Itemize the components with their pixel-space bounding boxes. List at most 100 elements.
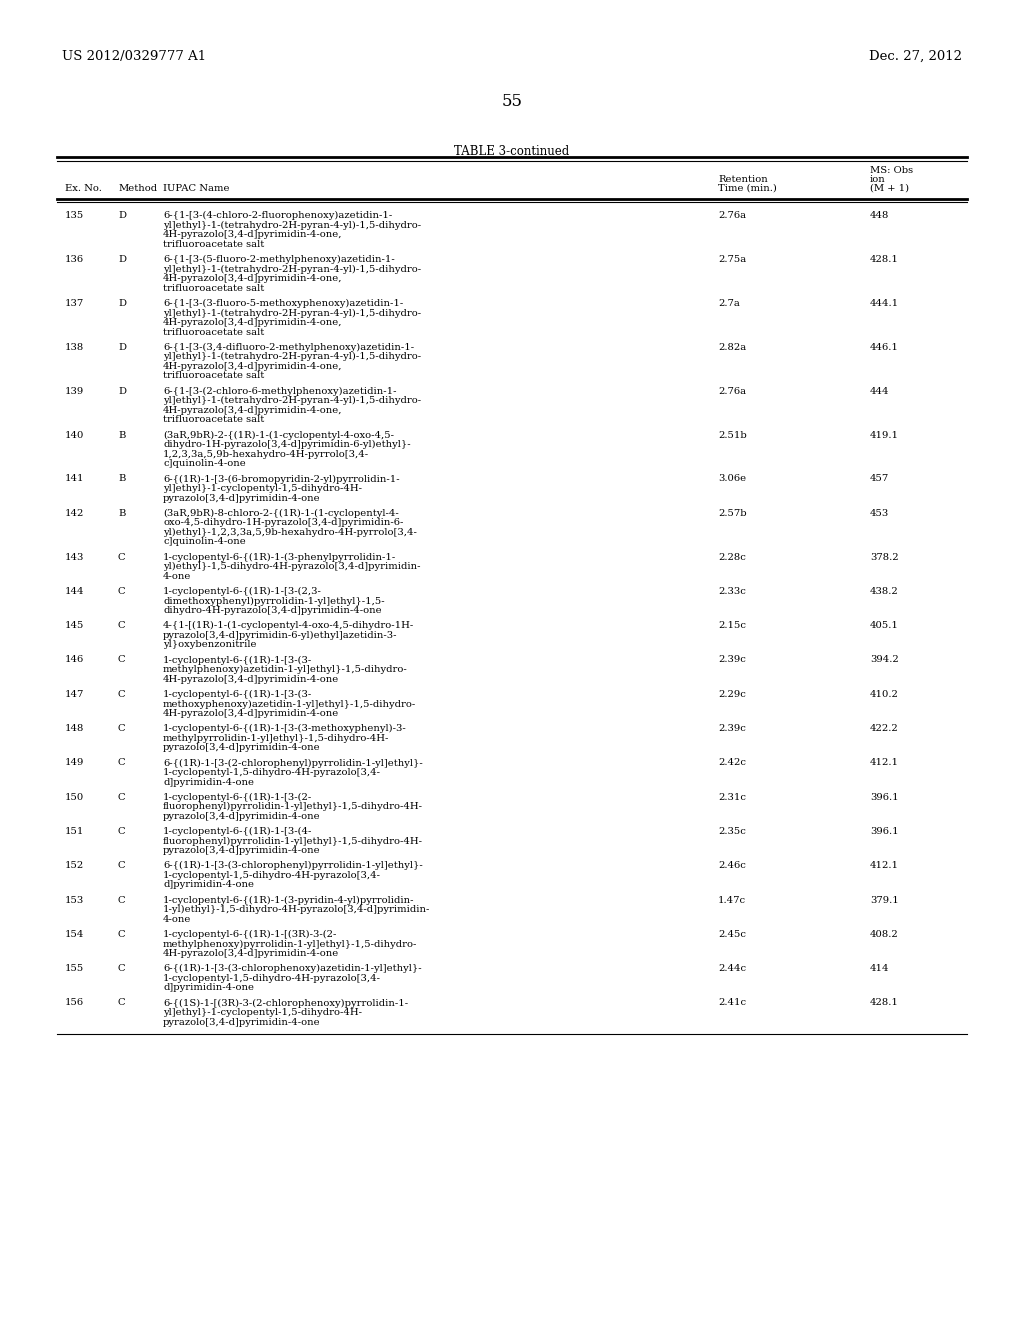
Text: yl)ethyl}-1,2,3,3a,5,9b-hexahydro-4H-pyrrolo[3,4-: yl)ethyl}-1,2,3,3a,5,9b-hexahydro-4H-pyr…	[163, 528, 417, 537]
Text: 138: 138	[65, 343, 84, 351]
Text: pyrazolo[3,4-d]pyrimidin-4-one: pyrazolo[3,4-d]pyrimidin-4-one	[163, 743, 321, 752]
Text: 2.41c: 2.41c	[718, 998, 746, 1007]
Text: fluorophenyl)pyrrolidin-1-yl]ethyl}-1,5-dihydro-4H-: fluorophenyl)pyrrolidin-1-yl]ethyl}-1,5-…	[163, 803, 423, 812]
Text: 408.2: 408.2	[870, 929, 899, 939]
Text: 139: 139	[65, 387, 84, 396]
Text: D: D	[118, 387, 126, 396]
Text: (3aR,9bR)-8-chloro-2-{(1R)-1-(1-cyclopentyl-4-: (3aR,9bR)-8-chloro-2-{(1R)-1-(1-cyclopen…	[163, 508, 398, 517]
Text: fluorophenyl)pyrrolidin-1-yl]ethyl}-1,5-dihydro-4H-: fluorophenyl)pyrrolidin-1-yl]ethyl}-1,5-…	[163, 837, 423, 846]
Text: 457: 457	[870, 474, 889, 483]
Text: 453: 453	[870, 508, 889, 517]
Text: yl]ethyl}-1-cyclopentyl-1,5-dihydro-4H-: yl]ethyl}-1-cyclopentyl-1,5-dihydro-4H-	[163, 484, 362, 492]
Text: 444: 444	[870, 387, 890, 396]
Text: C: C	[118, 895, 126, 904]
Text: 444.1: 444.1	[870, 298, 899, 308]
Text: 422.2: 422.2	[870, 725, 899, 733]
Text: 6-{1-[3-(3,4-difluoro-2-methylphenoxy)azetidin-1-: 6-{1-[3-(3,4-difluoro-2-methylphenoxy)az…	[163, 343, 414, 352]
Text: TABLE 3-continued: TABLE 3-continued	[455, 145, 569, 158]
Text: 152: 152	[65, 861, 84, 870]
Text: 135: 135	[65, 211, 84, 220]
Text: B: B	[118, 508, 125, 517]
Text: 148: 148	[65, 725, 84, 733]
Text: pyrazolo[3,4-d]pyrimidin-4-one: pyrazolo[3,4-d]pyrimidin-4-one	[163, 1018, 321, 1027]
Text: 2.28c: 2.28c	[718, 553, 745, 561]
Text: yl]ethyl}-1-cyclopentyl-1,5-dihydro-4H-: yl]ethyl}-1-cyclopentyl-1,5-dihydro-4H-	[163, 1008, 362, 1018]
Text: 1-yl)ethyl}-1,5-dihydro-4H-pyrazolo[3,4-d]pyrimidin-: 1-yl)ethyl}-1,5-dihydro-4H-pyrazolo[3,4-…	[163, 906, 430, 915]
Text: 145: 145	[65, 622, 84, 630]
Text: 55: 55	[502, 92, 522, 110]
Text: 410.2: 410.2	[870, 690, 899, 698]
Text: B: B	[118, 430, 125, 440]
Text: 154: 154	[65, 929, 84, 939]
Text: 448: 448	[870, 211, 890, 220]
Text: 149: 149	[65, 759, 84, 767]
Text: Retention: Retention	[718, 176, 768, 183]
Text: 1-cyclopentyl-6-{(1R)-1-[3-(2,3-: 1-cyclopentyl-6-{(1R)-1-[3-(2,3-	[163, 587, 322, 597]
Text: C: C	[118, 793, 126, 801]
Text: 6-{1-[3-(5-fluoro-2-methylphenoxy)azetidin-1-: 6-{1-[3-(5-fluoro-2-methylphenoxy)azetid…	[163, 255, 394, 264]
Text: dihydro-1H-pyrazolo[3,4-d]pyrimidin-6-yl)ethyl}-: dihydro-1H-pyrazolo[3,4-d]pyrimidin-6-yl…	[163, 440, 411, 449]
Text: trifluoroacetate salt: trifluoroacetate salt	[163, 327, 264, 337]
Text: 428.1: 428.1	[870, 255, 899, 264]
Text: oxo-4,5-dihydro-1H-pyrazolo[3,4-d]pyrimidin-6-: oxo-4,5-dihydro-1H-pyrazolo[3,4-d]pyrimi…	[163, 519, 403, 527]
Text: D: D	[118, 298, 126, 308]
Text: 2.39c: 2.39c	[718, 725, 745, 733]
Text: 1,2,3,3a,5,9b-hexahydro-4H-pyrrolo[3,4-: 1,2,3,3a,5,9b-hexahydro-4H-pyrrolo[3,4-	[163, 450, 369, 458]
Text: 405.1: 405.1	[870, 622, 899, 630]
Text: C: C	[118, 759, 126, 767]
Text: 378.2: 378.2	[870, 553, 899, 561]
Text: yl]ethyl}-1-(tetrahydro-2H-pyran-4-yl)-1,5-dihydro-: yl]ethyl}-1-(tetrahydro-2H-pyran-4-yl)-1…	[163, 352, 421, 362]
Text: 1-cyclopentyl-6-{(1R)-1-[3-(3-: 1-cyclopentyl-6-{(1R)-1-[3-(3-	[163, 656, 312, 665]
Text: Time (min.): Time (min.)	[718, 183, 777, 193]
Text: 1-cyclopentyl-6-{(1R)-1-[3-(2-: 1-cyclopentyl-6-{(1R)-1-[3-(2-	[163, 793, 312, 801]
Text: IUPAC Name: IUPAC Name	[163, 183, 229, 193]
Text: 2.31c: 2.31c	[718, 793, 746, 801]
Text: 6-{(1R)-1-[3-(6-bromopyridin-2-yl)pyrrolidin-1-: 6-{(1R)-1-[3-(6-bromopyridin-2-yl)pyrrol…	[163, 474, 399, 483]
Text: yl}oxybenzonitrile: yl}oxybenzonitrile	[163, 640, 256, 649]
Text: pyrazolo[3,4-d]pyrimidin-4-one: pyrazolo[3,4-d]pyrimidin-4-one	[163, 846, 321, 855]
Text: 3.06e: 3.06e	[718, 474, 746, 483]
Text: 412.1: 412.1	[870, 759, 899, 767]
Text: 140: 140	[65, 430, 84, 440]
Text: 414: 414	[870, 964, 890, 973]
Text: 2.51b: 2.51b	[718, 430, 746, 440]
Text: 144: 144	[65, 587, 85, 595]
Text: methylphenoxy)azetidin-1-yl]ethyl}-1,5-dihydro-: methylphenoxy)azetidin-1-yl]ethyl}-1,5-d…	[163, 665, 408, 675]
Text: 396.1: 396.1	[870, 828, 899, 836]
Text: methoxyphenoxy)azetidin-1-yl]ethyl}-1,5-dihydro-: methoxyphenoxy)azetidin-1-yl]ethyl}-1,5-…	[163, 700, 416, 709]
Text: 6-{(1R)-1-[3-(3-chlorophenyl)pyrrolidin-1-yl]ethyl}-: 6-{(1R)-1-[3-(3-chlorophenyl)pyrrolidin-…	[163, 861, 423, 870]
Text: 1-cyclopentyl-6-{(1R)-1-[3-(3-methoxyphenyl)-3-: 1-cyclopentyl-6-{(1R)-1-[3-(3-methoxyphe…	[163, 725, 407, 733]
Text: C: C	[118, 725, 126, 733]
Text: 1-cyclopentyl-6-{(1R)-1-(3-pyridin-4-yl)pyrrolidin-: 1-cyclopentyl-6-{(1R)-1-(3-pyridin-4-yl)…	[163, 895, 415, 904]
Text: 2.15c: 2.15c	[718, 622, 746, 630]
Text: C: C	[118, 690, 126, 698]
Text: trifluoroacetate salt: trifluoroacetate salt	[163, 240, 264, 248]
Text: 1-cyclopentyl-1,5-dihydro-4H-pyrazolo[3,4-: 1-cyclopentyl-1,5-dihydro-4H-pyrazolo[3,…	[163, 871, 381, 880]
Text: 1-cyclopentyl-6-{(1R)-1-(3-phenylpyrrolidin-1-: 1-cyclopentyl-6-{(1R)-1-(3-phenylpyrroli…	[163, 553, 396, 562]
Text: pyrazolo[3,4-d]pyrimidin-4-one: pyrazolo[3,4-d]pyrimidin-4-one	[163, 494, 321, 503]
Text: methylphenoxy)pyrrolidin-1-yl]ethyl}-1,5-dihydro-: methylphenoxy)pyrrolidin-1-yl]ethyl}-1,5…	[163, 940, 418, 949]
Text: ion: ion	[870, 176, 886, 183]
Text: 428.1: 428.1	[870, 998, 899, 1007]
Text: yl)ethyl}-1,5-dihydro-4H-pyrazolo[3,4-d]pyrimidin-: yl)ethyl}-1,5-dihydro-4H-pyrazolo[3,4-d]…	[163, 562, 421, 572]
Text: D: D	[118, 343, 126, 351]
Text: D: D	[118, 211, 126, 220]
Text: 153: 153	[65, 895, 84, 904]
Text: 6-{1-[3-(4-chloro-2-fluorophenoxy)azetidin-1-: 6-{1-[3-(4-chloro-2-fluorophenoxy)azetid…	[163, 211, 392, 220]
Text: 2.33c: 2.33c	[718, 587, 745, 595]
Text: 2.46c: 2.46c	[718, 861, 745, 870]
Text: (3aR,9bR)-2-{(1R)-1-(1-cyclopentyl-4-oxo-4,5-: (3aR,9bR)-2-{(1R)-1-(1-cyclopentyl-4-oxo…	[163, 430, 394, 440]
Text: 419.1: 419.1	[870, 430, 899, 440]
Text: 412.1: 412.1	[870, 861, 899, 870]
Text: 146: 146	[65, 656, 84, 664]
Text: 394.2: 394.2	[870, 656, 899, 664]
Text: B: B	[118, 474, 125, 483]
Text: 151: 151	[65, 828, 84, 836]
Text: yl]ethyl}-1-(tetrahydro-2H-pyran-4-yl)-1,5-dihydro-: yl]ethyl}-1-(tetrahydro-2H-pyran-4-yl)-1…	[163, 396, 421, 405]
Text: trifluoroacetate salt: trifluoroacetate salt	[163, 416, 264, 425]
Text: pyrazolo[3,4-d]pyrimidin-4-one: pyrazolo[3,4-d]pyrimidin-4-one	[163, 812, 321, 821]
Text: 2.82a: 2.82a	[718, 343, 746, 351]
Text: 1-cyclopentyl-6-{(1R)-1-[(3R)-3-(2-: 1-cyclopentyl-6-{(1R)-1-[(3R)-3-(2-	[163, 929, 337, 939]
Text: 446.1: 446.1	[870, 343, 899, 351]
Text: 1.47c: 1.47c	[718, 895, 746, 904]
